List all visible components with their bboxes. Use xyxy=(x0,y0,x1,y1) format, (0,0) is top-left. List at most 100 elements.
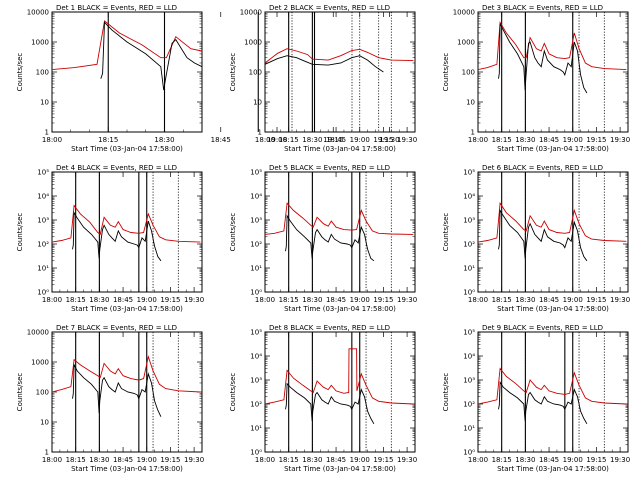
y-tick-label: 10² xyxy=(250,241,262,249)
y-tick-label: 10⁵ xyxy=(250,329,262,337)
y-tick-label: 10 xyxy=(253,99,262,107)
x-tick-label: 19:15 xyxy=(373,456,393,464)
events-series-line xyxy=(498,23,588,94)
lld-series-line xyxy=(51,20,203,71)
y-tick-label: 10⁵ xyxy=(463,169,475,177)
y-tick-label: 10⁰ xyxy=(463,449,475,457)
lld-series-line xyxy=(477,201,627,243)
y-axis-label: Counts/sec xyxy=(16,53,24,92)
panel-det-6: Det 6 BLACK = Events, RED = LLD 10⁰ 10¹ 10²… xyxy=(442,164,630,313)
x-tick-label: 18:00 xyxy=(468,456,488,464)
x-tick-label: 18:30 xyxy=(302,296,322,304)
panel-det-7: Det 7 BLACK = Events, RED = LLD 1 10 100 100… xyxy=(16,324,204,473)
y-tick-label: 10² xyxy=(37,241,49,249)
x-tick-label: 19:15 xyxy=(323,136,343,144)
y-tick-label: 10² xyxy=(463,241,475,249)
x-tick-label: 19:30 xyxy=(610,136,630,144)
y-tick-label: 1000 xyxy=(31,359,49,367)
y-tick-label: 1 xyxy=(258,129,262,137)
plot-frame xyxy=(51,171,203,293)
y-tick-label: 10⁰ xyxy=(250,449,262,457)
plot-frame xyxy=(51,11,203,133)
x-tick-label: 18:00 xyxy=(468,136,488,144)
x-tick-label: 18:45 xyxy=(539,456,559,464)
panel-det-8: Det 8 BLACK = Events, RED = LLD 10⁰ 10¹ 10²… xyxy=(229,324,417,473)
x-tick-label: 19:30 xyxy=(397,456,417,464)
x-tick-label: 18:45 xyxy=(113,296,133,304)
y-tick-label: 10 xyxy=(40,419,49,427)
y-tick-label: 10² xyxy=(250,401,262,409)
x-tick-label: 18:30 xyxy=(515,456,535,464)
x-tick-label: 19:30 xyxy=(397,136,417,144)
x-tick-label: 18:30 xyxy=(515,136,535,144)
panel-title: Det 2 BLACK = Events, RED = LLD xyxy=(269,4,390,12)
y-tick-label: 1 xyxy=(45,129,49,137)
x-tick-label: 19:00 xyxy=(137,296,157,304)
x-tick-label: 18:30 xyxy=(302,456,322,464)
events-series-line xyxy=(498,380,588,425)
panel-title: Det 9 BLACK = Events, RED = LLD xyxy=(482,324,603,332)
y-tick-label: 10⁵ xyxy=(463,329,475,337)
x-tick-label: 19:15 xyxy=(586,136,606,144)
x-axis-label: Start Time (03-Jan-04 17:58:00) xyxy=(497,145,609,153)
y-tick-label: 10⁴ xyxy=(463,353,475,361)
y-tick-label: 10² xyxy=(463,401,475,409)
y-tick-label: 10⁰ xyxy=(37,289,49,297)
y-axis-label: Counts/sec xyxy=(229,213,237,252)
events-series-line xyxy=(100,21,203,91)
plot-frame xyxy=(477,331,629,453)
events-series-line xyxy=(498,208,588,262)
x-tick-label: 18:00 xyxy=(468,296,488,304)
panel-det-3: Det 3 BLACK = Events, RED = LLD 1 10 100 100… xyxy=(442,4,630,153)
y-tick-label: 10000 xyxy=(240,9,262,17)
y-tick-label: 1000 xyxy=(457,39,475,47)
x-tick-label: 18:30 xyxy=(154,136,174,144)
y-tick-label: 100 xyxy=(36,69,49,77)
events-series-line xyxy=(72,363,162,417)
x-tick-label: 18:45 xyxy=(539,136,559,144)
x-tick-label: 19:00 xyxy=(350,456,370,464)
x-tick-label: 18:00 xyxy=(42,296,62,304)
y-tick-label: 10⁵ xyxy=(37,169,49,177)
x-tick-label: 18:15 xyxy=(279,456,299,464)
plot-frame xyxy=(264,11,416,133)
x-tick-label: 18:00 xyxy=(255,456,275,464)
lld-series-line xyxy=(264,348,414,405)
x-tick-label: 19:15 xyxy=(373,296,393,304)
lld-series-line xyxy=(51,204,201,243)
lld-series-line xyxy=(264,202,414,235)
x-tick-label: 19:15 xyxy=(160,296,180,304)
panel-title: Det 5 BLACK = Events, RED = LLD xyxy=(269,164,390,172)
x-tick-label: 19:00 xyxy=(563,456,583,464)
x-tick-label: 18:00 xyxy=(255,136,275,144)
x-tick-label: 19:30 xyxy=(397,296,417,304)
x-tick-label: 18:45 xyxy=(211,136,231,144)
y-tick-label: 10 xyxy=(40,99,49,107)
y-tick-label: 1000 xyxy=(31,39,49,47)
x-tick-label: 18:15 xyxy=(279,136,299,144)
x-tick-label: 18:15 xyxy=(66,296,86,304)
y-tick-label: 10³ xyxy=(250,377,262,385)
panel-det-2: Det 2 BLACK = Events, RED = LLD 1 10 100 100… xyxy=(229,4,417,153)
x-tick-label: 19:00 xyxy=(350,136,370,144)
y-tick-label: 10⁵ xyxy=(250,169,262,177)
x-tick-label: 19:00 xyxy=(137,456,157,464)
y-tick-label: 10000 xyxy=(27,9,49,17)
y-tick-label: 10000 xyxy=(453,9,475,17)
panel-det-9: Det 9 BLACK = Events, RED = LLD 10⁰ 10¹ 10²… xyxy=(442,324,630,473)
y-tick-label: 10³ xyxy=(463,377,475,385)
y-tick-label: 10¹ xyxy=(463,265,475,273)
y-tick-label: 10⁰ xyxy=(250,289,262,297)
y-tick-label: 10⁴ xyxy=(37,193,49,201)
y-tick-label: 100 xyxy=(249,69,262,77)
y-axis-label: Counts/sec xyxy=(442,213,450,252)
x-tick-label: 18:45 xyxy=(113,456,133,464)
lld-series-line xyxy=(51,355,201,393)
y-tick-label: 10¹ xyxy=(37,265,49,273)
y-tick-label: 10³ xyxy=(250,217,262,225)
x-tick-label: 18:45 xyxy=(326,136,346,144)
x-tick-label: 18:00 xyxy=(42,136,62,144)
x-tick-label: 19:00 xyxy=(350,296,370,304)
plot-frame xyxy=(264,171,416,293)
